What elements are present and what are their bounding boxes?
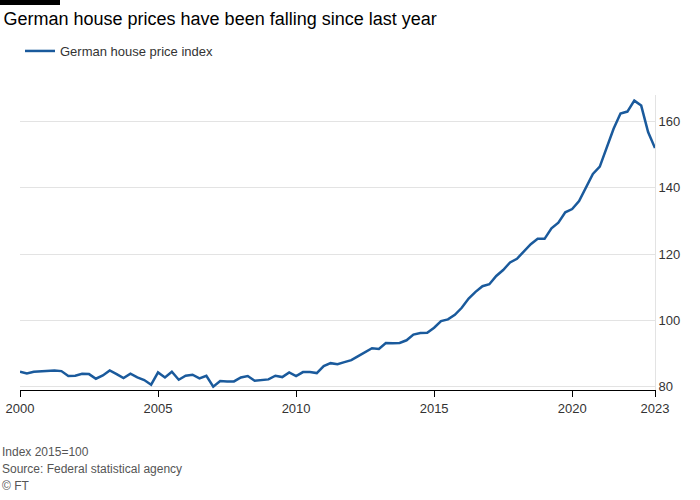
svg-text:2020: 2020 xyxy=(558,401,587,416)
svg-text:2010: 2010 xyxy=(282,401,311,416)
svg-text:160: 160 xyxy=(659,114,681,129)
svg-text:© FT: © FT xyxy=(2,479,30,493)
svg-text:2023: 2023 xyxy=(641,401,670,416)
svg-text:2005: 2005 xyxy=(144,401,173,416)
svg-text:German house prices have been: German house prices have been falling si… xyxy=(4,9,437,29)
svg-text:120: 120 xyxy=(659,247,681,262)
svg-text:Source: Federal statistical ag: Source: Federal statistical agency xyxy=(2,462,182,476)
svg-text:2015: 2015 xyxy=(420,401,449,416)
svg-text:Index 2015=100: Index 2015=100 xyxy=(2,445,89,459)
svg-text:German house price index: German house price index xyxy=(60,44,213,59)
svg-text:80: 80 xyxy=(659,379,673,394)
svg-text:2000: 2000 xyxy=(6,401,35,416)
svg-text:100: 100 xyxy=(659,313,681,328)
svg-text:140: 140 xyxy=(659,180,681,195)
